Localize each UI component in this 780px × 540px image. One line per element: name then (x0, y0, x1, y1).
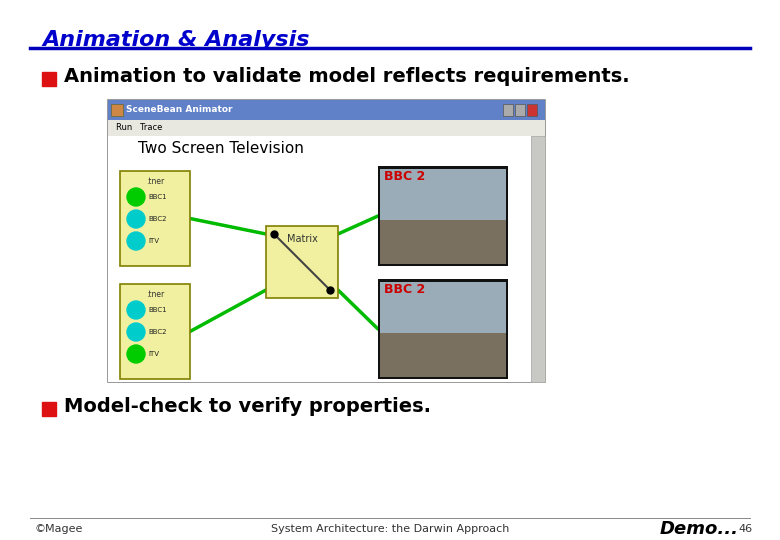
Text: BBC1: BBC1 (148, 194, 167, 200)
Bar (108, 100, 545, 382)
Bar (515, 104, 525, 116)
Text: SceneBean Animator: SceneBean Animator (126, 105, 232, 114)
Bar (527, 104, 537, 116)
Bar (120, 171, 190, 266)
Text: Animation to validate model reflects requirements.: Animation to validate model reflects req… (64, 68, 629, 86)
Circle shape (127, 210, 145, 228)
Text: BBC2: BBC2 (148, 329, 166, 335)
Text: ©Magee: ©Magee (35, 524, 83, 534)
Bar (380, 169, 506, 221)
Text: Run   Trace: Run Trace (116, 124, 162, 132)
Bar (266, 226, 338, 298)
Text: BBC2: BBC2 (148, 216, 166, 222)
Text: BBC 2: BBC 2 (384, 283, 425, 296)
Bar (108, 120, 545, 136)
Bar (503, 104, 513, 116)
Text: System Architecture: the Darwin Approach: System Architecture: the Darwin Approach (271, 524, 509, 534)
Text: Demo...: Demo... (660, 520, 739, 538)
Text: BBC1: BBC1 (148, 307, 167, 313)
Text: Two Screen Television: Two Screen Television (138, 141, 304, 156)
Text: Model-check to verify properties.: Model-check to verify properties. (64, 397, 431, 416)
Circle shape (127, 188, 145, 206)
Bar (378, 166, 508, 266)
Bar (108, 136, 531, 382)
Bar (120, 284, 190, 379)
Text: .tner: .tner (146, 177, 164, 186)
Bar (42, 402, 56, 416)
Bar (380, 333, 506, 377)
Bar (378, 279, 508, 379)
Text: ITV: ITV (148, 238, 159, 244)
Bar (42, 72, 56, 86)
Text: Animation & Analysis: Animation & Analysis (42, 30, 310, 50)
Bar (111, 104, 123, 116)
Circle shape (127, 345, 145, 363)
Text: 46: 46 (738, 524, 752, 534)
Text: Matrix: Matrix (286, 234, 317, 244)
Bar (108, 100, 545, 120)
Text: .tner: .tner (146, 290, 164, 299)
Bar (531, 136, 545, 382)
Text: ITV: ITV (148, 351, 159, 357)
Text: BBC 2: BBC 2 (384, 170, 425, 183)
Circle shape (127, 323, 145, 341)
Circle shape (127, 301, 145, 319)
Bar (380, 220, 506, 264)
Circle shape (127, 232, 145, 250)
Bar (380, 282, 506, 334)
